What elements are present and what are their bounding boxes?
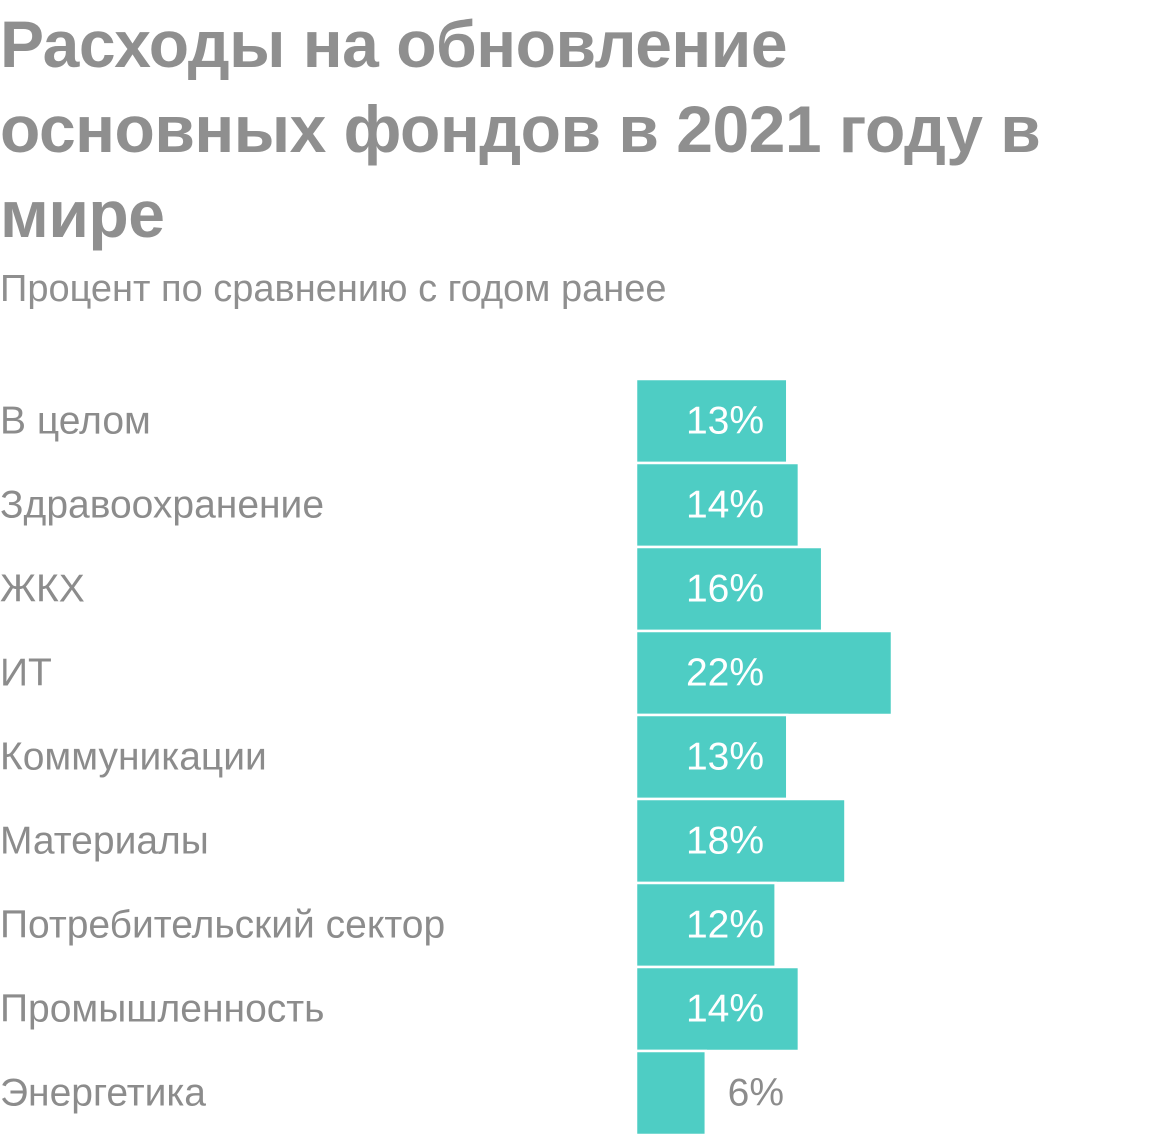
chart-title: Расходы на обновление основных фондов в …	[0, 7, 1041, 251]
category-label: Материалы	[0, 820, 209, 863]
category-label: Промышленность	[0, 988, 324, 1031]
chart-subtitle: Процент по сравнению с годом ранее	[0, 268, 667, 310]
category-label: В целом	[0, 400, 151, 443]
bar	[634, 629, 894, 717]
category-label: Энергетика	[0, 1072, 206, 1115]
value-label: 13%	[686, 736, 764, 779]
category-label: Коммуникации	[0, 736, 267, 779]
bar	[634, 1049, 708, 1136]
value-label: 14%	[686, 988, 764, 1031]
value-label: 16%	[686, 568, 764, 611]
value-label: 18%	[686, 820, 764, 863]
category-label: Здравоохранение	[0, 484, 324, 527]
category-labels: В целом Здравоохранение ЖКХ ИТ Коммуникации М…	[0, 400, 445, 1115]
category-label: ИТ	[0, 652, 52, 695]
value-label: 22%	[686, 652, 764, 695]
bars-layer	[634, 377, 894, 1136]
value-label: 12%	[686, 904, 764, 947]
value-labels: 13% 14% 16% 22% 13% 18% 12% 14% 6%	[686, 400, 784, 1115]
category-label: Потребительский сектор	[0, 904, 445, 947]
category-label: ЖКХ	[0, 568, 85, 611]
bar	[634, 461, 801, 549]
bar	[634, 965, 801, 1053]
bar	[634, 377, 789, 465]
value-label: 14%	[686, 484, 764, 527]
value-label: 6%	[728, 1072, 784, 1115]
value-label: 13%	[686, 400, 764, 443]
bar	[634, 713, 789, 801]
